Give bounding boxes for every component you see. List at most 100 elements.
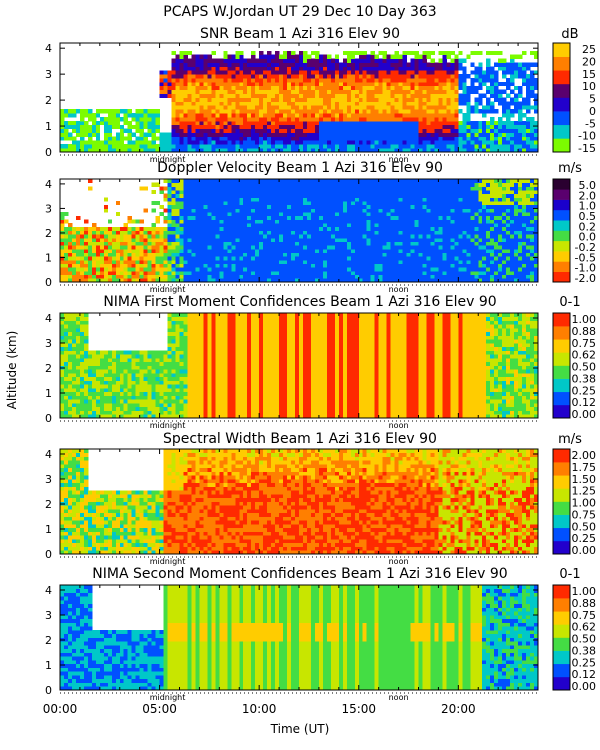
heatmap-cell	[299, 101, 304, 106]
heatmap-cell	[207, 212, 212, 217]
heatmap-cell	[255, 241, 260, 246]
heatmap-cell	[67, 124, 73, 130]
heatmap-cell	[235, 66, 240, 71]
heatmap-cell	[390, 140, 395, 145]
heatmap-cell	[342, 85, 348, 91]
heatmap-cell	[398, 182, 403, 187]
heatmap-cell	[446, 113, 451, 118]
heatmap-cell	[402, 124, 407, 130]
heatmap-cell	[414, 182, 419, 187]
heatmap-cell	[127, 270, 133, 276]
heatmap-cell	[115, 270, 121, 276]
heatmap-cell	[211, 179, 216, 184]
heatmap-cell	[442, 204, 447, 209]
heatmap-cell	[195, 267, 200, 272]
heatmap-cell	[295, 89, 300, 94]
heatmap-cell	[306, 89, 312, 94]
heatmap-cell	[322, 70, 328, 75]
heatmap-cell	[450, 109, 455, 114]
heatmap-cell	[442, 263, 447, 268]
heatmap-cell	[522, 120, 527, 126]
heatmap-cell	[378, 230, 384, 235]
heatmap-cell	[426, 226, 431, 231]
heatmap-cell	[275, 256, 280, 261]
heatmap-cell	[410, 270, 415, 276]
heatmap-cell	[231, 109, 236, 114]
heatmap-cell	[275, 113, 280, 118]
heatmap-cell	[490, 124, 495, 130]
heatmap-cell	[223, 74, 228, 79]
heatmap-cell	[267, 270, 272, 276]
heatmap-cell	[338, 234, 344, 239]
heatmap-cell	[123, 248, 129, 253]
heatmap-cell	[175, 248, 180, 253]
heatmap-cell	[263, 204, 268, 209]
heatmap-cell	[382, 144, 388, 149]
heatmap-cell	[283, 219, 288, 224]
heatmap-cell	[131, 113, 137, 118]
heatmap-cell	[227, 179, 232, 184]
heatmap-cell	[123, 245, 129, 250]
heatmap-cell	[406, 193, 411, 198]
heatmap-cell	[330, 93, 336, 98]
heatmap-cell	[322, 128, 328, 133]
heatmap-cell	[430, 219, 435, 224]
colorbar-tick-label: -5	[585, 117, 596, 130]
heatmap-cell	[263, 270, 268, 276]
heatmap-cell	[426, 274, 431, 279]
heatmap-cell	[227, 81, 232, 87]
heatmap-cell	[211, 208, 216, 213]
heatmap-cell	[306, 62, 312, 67]
heatmap-cell	[295, 128, 300, 133]
heatmap-cell	[103, 270, 109, 276]
heatmap-cell	[310, 101, 316, 106]
heatmap-cell	[414, 212, 419, 217]
heatmap-cell	[482, 81, 487, 87]
heatmap-cell	[195, 54, 200, 59]
heatmap-cell	[494, 74, 499, 79]
heatmap-cell	[402, 201, 407, 206]
heatmap-cell	[71, 274, 77, 279]
heatmap-cell	[446, 252, 451, 257]
heatmap-cell	[123, 226, 129, 231]
heatmap-cell	[366, 148, 372, 153]
heatmap-cell	[430, 120, 435, 126]
heatmap-cell	[179, 50, 184, 56]
heatmap-cell	[330, 148, 336, 153]
heatmap-cell	[215, 230, 220, 235]
heatmap-cell	[67, 274, 73, 279]
heatmap-cell	[83, 252, 89, 257]
heatmap-cell	[334, 54, 340, 59]
heatmap-cell	[430, 113, 435, 118]
heatmap-cell	[203, 208, 208, 213]
heatmap-cell	[338, 113, 344, 118]
heatmap-cell	[60, 237, 65, 242]
heatmap-cell	[434, 204, 439, 209]
heatmap-cell	[175, 136, 180, 141]
heatmap-cell	[207, 234, 212, 239]
heatmap-cell	[271, 85, 276, 91]
heatmap-cell	[203, 144, 208, 149]
heatmap-cell	[402, 101, 407, 106]
heatmap-cell	[243, 85, 248, 91]
heatmap-cell	[326, 128, 332, 133]
heatmap-cell	[366, 124, 372, 130]
heatmap-cell	[370, 120, 376, 126]
heatmap-cell	[99, 248, 105, 253]
heatmap-cell	[422, 263, 427, 268]
heatmap-cell	[67, 136, 73, 141]
heatmap-cell	[275, 54, 280, 59]
heatmap-cell	[526, 93, 531, 98]
heatmap-cell	[259, 278, 264, 283]
heatmap-cell	[135, 241, 141, 246]
heatmap-cell	[422, 144, 427, 149]
heatmap-cell	[406, 81, 411, 87]
heatmap-cell	[191, 124, 196, 130]
heatmap-cell	[291, 54, 296, 59]
heatmap-cell	[450, 132, 455, 137]
heatmap-cell	[255, 270, 260, 276]
heatmap-cell	[314, 85, 320, 91]
heatmap-cell	[191, 223, 196, 228]
heatmap-cell	[127, 124, 133, 130]
heatmap-cell	[326, 93, 332, 98]
